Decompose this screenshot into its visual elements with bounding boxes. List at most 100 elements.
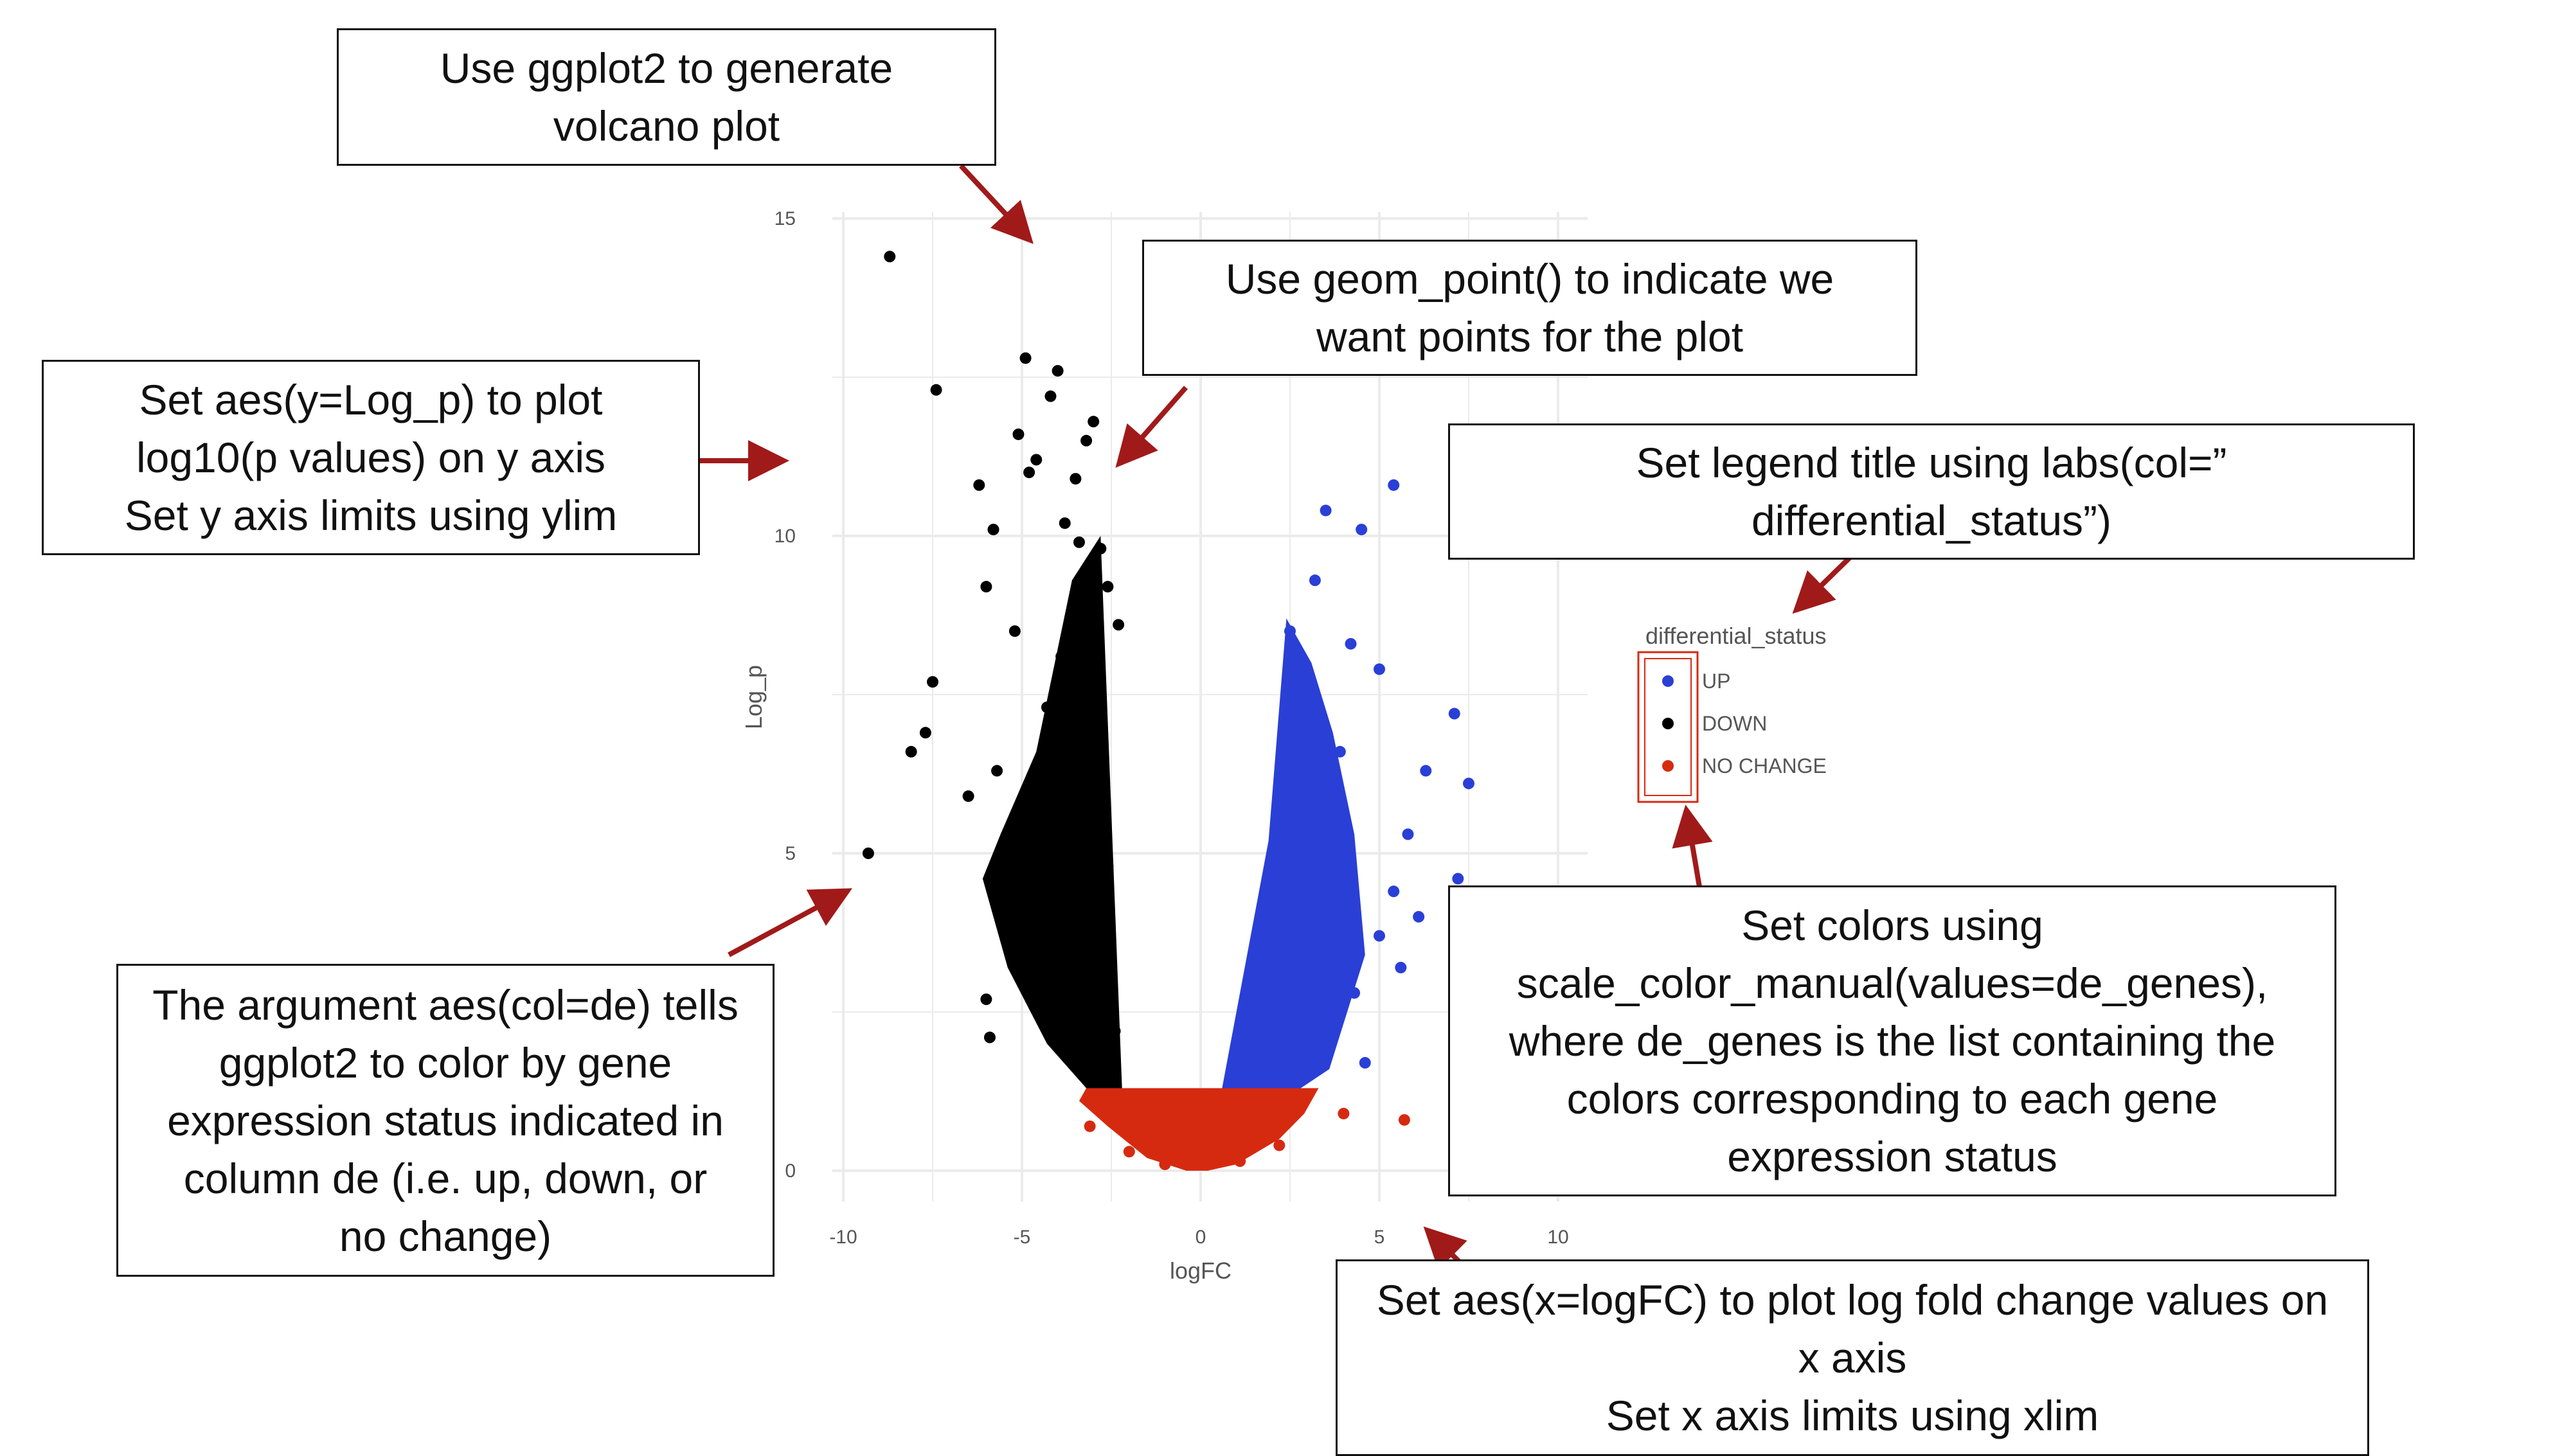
- data-point: [1023, 466, 1035, 479]
- data-point: [983, 1031, 996, 1043]
- down-point-mass: [982, 536, 1122, 1088]
- data-point: [1388, 885, 1400, 898]
- data-point: [1037, 981, 1050, 993]
- point-mass: [982, 536, 1365, 1171]
- data-point: [1273, 898, 1286, 910]
- legend-key-highlight: [1637, 651, 1699, 803]
- data-point: [1348, 987, 1361, 999]
- legend-key: [1662, 718, 1674, 729]
- axis-ticks: -10 -5 0 5 10 0 5 10 15: [775, 208, 1569, 1248]
- x-tick-label: -10: [829, 1227, 857, 1248]
- legend-label: NO CHANGE: [1702, 754, 1827, 777]
- x-tick-label: 10: [1547, 1227, 1568, 1248]
- annotation-arrow: [1115, 386, 1188, 468]
- x-axis-label: logFC: [1170, 1257, 1232, 1284]
- data-point: [1402, 828, 1414, 840]
- data-point: [1052, 365, 1064, 377]
- annotation-line: Use geom_point() to indicate we: [1225, 255, 1834, 303]
- data-point: [973, 479, 985, 491]
- data-point: [905, 745, 917, 758]
- data-point: [1284, 625, 1296, 637]
- annotation-line: scale_color_manual(values=de_genes),: [1516, 959, 2268, 1007]
- annotation-line: volcano plot: [553, 102, 780, 150]
- data-point: [1088, 416, 1100, 428]
- data-point: [1070, 473, 1082, 485]
- data-point: [1234, 1155, 1246, 1167]
- annotation-arrow: [728, 888, 853, 957]
- data-point: [1073, 536, 1085, 548]
- data-point: [1008, 625, 1021, 637]
- annotation-line: The argument aes(col=de) tells: [152, 981, 739, 1029]
- annotation-line: Set aes(x=logFC) to plot log fold change…: [1376, 1276, 2329, 1324]
- legend-key-highlight-inner: [1644, 658, 1692, 796]
- data-point: [1159, 1159, 1171, 1171]
- annotation-x-aes: Set aes(x=logFC) to plot log fold change…: [1336, 1259, 2369, 1456]
- annotation-line: x axis: [1798, 1334, 1907, 1381]
- annotation-colors: Set colors using scale_color_manual(valu…: [1448, 885, 2336, 1196]
- legend-title: differential_status: [1645, 623, 1827, 649]
- data-point: [991, 765, 1003, 777]
- data-point: [1334, 745, 1346, 758]
- y-axis-label: Log_p: [740, 665, 767, 729]
- legend-label: DOWN: [1702, 712, 1767, 735]
- data-point: [1395, 961, 1407, 973]
- no-change-point-mass: [1079, 1088, 1319, 1171]
- annotation-line: expression status indicated in: [167, 1096, 724, 1144]
- data-point: [1095, 542, 1107, 555]
- data-point: [1413, 910, 1425, 923]
- data-point: [962, 790, 974, 803]
- annotation-arrow: [1672, 804, 1713, 895]
- data-point: [1420, 765, 1432, 777]
- annotation-ggplot: Use ggplot2 to generate volcano plot: [337, 28, 996, 166]
- annotation-line: Use ggplot2 to generate: [440, 44, 893, 92]
- data-point: [1084, 1120, 1096, 1132]
- data-point: [1030, 454, 1043, 466]
- data-point: [930, 384, 942, 396]
- y-tick-label: 5: [785, 843, 796, 864]
- data-point: [1055, 650, 1068, 662]
- data-point: [1273, 1139, 1286, 1151]
- annotation-legend-title: Set legend title using labs(col=” differ…: [1448, 423, 2415, 560]
- data-point: [1448, 707, 1460, 720]
- data-point: [1080, 434, 1093, 447]
- data-point: [1113, 619, 1125, 631]
- x-tick-label: 0: [1196, 1227, 1206, 1248]
- data-point: [1374, 663, 1385, 675]
- data-point: [1102, 860, 1114, 872]
- data-point: [1019, 352, 1032, 364]
- data-point: [1356, 524, 1368, 536]
- data-point: [1320, 504, 1332, 517]
- data-point: [1302, 790, 1314, 803]
- data-point: [1102, 581, 1114, 593]
- annotation-arrow: [959, 164, 1034, 244]
- annotation-line: want points for the plot: [1316, 313, 1744, 360]
- data-point: [1359, 1057, 1371, 1069]
- data-point: [1091, 752, 1103, 764]
- legend-key: [1662, 760, 1674, 772]
- annotation-y-aes: Set aes(y=Log_p) to plot log10(p values)…: [42, 360, 700, 555]
- data-point: [1123, 1146, 1135, 1158]
- y-tick-label: 0: [785, 1160, 796, 1182]
- annotation-line: colors corresponding to each gene: [1566, 1075, 2218, 1123]
- x-tick-label: -5: [1014, 1227, 1031, 1248]
- legend-key: [1662, 675, 1674, 687]
- data-point: [884, 251, 896, 263]
- annotation-line: Set y axis limits using ylim: [124, 492, 618, 539]
- data-point: [927, 676, 938, 688]
- data-point: [980, 581, 992, 593]
- data-point: [1109, 1025, 1121, 1037]
- data-point: [1012, 428, 1025, 440]
- annotation-geom-point: Use geom_point() to indicate we want poi…: [1142, 240, 1917, 376]
- annotation-color-aes: The argument aes(col=de) tells ggplot2 t…: [116, 964, 775, 1277]
- annotation-line: Set aes(y=Log_p) to plot: [139, 376, 603, 423]
- annotation-line: expression status: [1727, 1133, 2057, 1180]
- annotation-line: no change): [339, 1212, 552, 1260]
- annotation-line: ggplot2 to color by gene: [219, 1038, 672, 1087]
- data-point: [1463, 777, 1474, 790]
- data-point: [919, 727, 931, 739]
- data-point: [1059, 517, 1071, 529]
- data-point: [980, 993, 992, 1006]
- annotation-line: Set legend title using labs(col=”: [1636, 439, 2227, 486]
- data-point: [1452, 873, 1464, 885]
